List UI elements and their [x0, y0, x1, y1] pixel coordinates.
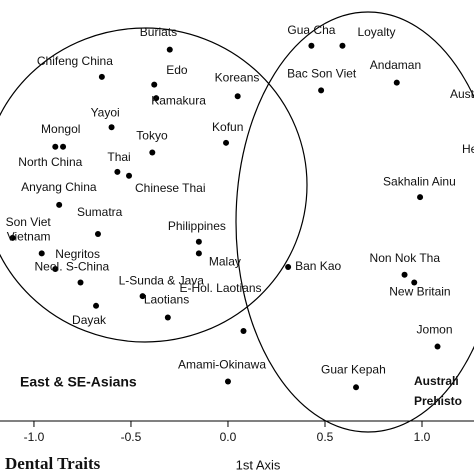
point-label: L-Sunda & Java [119, 273, 205, 287]
point-label: Son Viet [6, 215, 52, 229]
annotation: Prehisto [414, 394, 462, 408]
point [93, 302, 100, 309]
chart-title: Dental Traits [5, 454, 101, 473]
point-label: Dayak [72, 313, 107, 327]
point [234, 93, 241, 100]
annotation: He [462, 142, 474, 156]
point-label: Jomon [417, 323, 453, 337]
point-label: Kamakura [151, 93, 206, 107]
point-label: Gua Cha [287, 23, 335, 37]
point-label: North China [18, 155, 82, 169]
point [108, 124, 115, 131]
point [114, 168, 121, 175]
point [285, 264, 292, 271]
point-label: Sumatra [77, 205, 123, 219]
point-label: Yayoi [91, 105, 120, 119]
point [151, 81, 158, 88]
point [153, 95, 160, 102]
point [353, 384, 360, 391]
annotation: Australi [414, 374, 459, 388]
point-label: Loyalty [357, 25, 395, 39]
point [77, 279, 84, 286]
point-label: New Britain [389, 285, 450, 299]
point [38, 250, 45, 257]
point-label: Mongol [41, 122, 80, 136]
point [434, 343, 441, 350]
group-ellipse [0, 27, 308, 343]
point-label: Chinese Thai [135, 181, 206, 195]
point-label: Amami-Okinawa [178, 358, 266, 372]
point [339, 42, 346, 49]
point-label: Thai [107, 150, 130, 164]
x-tick-label: -1.0 [24, 430, 45, 444]
point [308, 42, 315, 49]
point [401, 271, 408, 278]
point [52, 143, 59, 150]
point-label: Buriats [140, 25, 177, 39]
point-label: Kofun [212, 120, 243, 134]
point-label: Andaman [370, 58, 421, 72]
point-label: E-Hol. Laotians [179, 281, 261, 295]
group-ellipse [235, 11, 474, 433]
point [126, 172, 133, 179]
point [98, 73, 105, 80]
point-label: Bac Son Viet [287, 67, 357, 81]
x-tick-label: 1.0 [414, 430, 431, 444]
point-label: Ban Kao [295, 259, 341, 273]
point [56, 201, 63, 208]
point [224, 378, 231, 385]
point [223, 139, 230, 146]
point [411, 279, 418, 286]
x-tick-label: 0.0 [220, 430, 237, 444]
annotation: Aust [450, 87, 474, 101]
point-label: Koreans [215, 70, 260, 84]
point-label: Neol. S-China [35, 260, 110, 274]
point [149, 149, 156, 156]
point-label: Non Nok Tha [370, 251, 441, 265]
point-label: Laotians [144, 293, 189, 307]
point-label: Anyang China [21, 180, 97, 194]
point-label: Edo [166, 63, 188, 77]
point-label: Philippines [168, 219, 226, 233]
point-label: Guar Kepah [321, 362, 386, 376]
x-tick-label: 0.5 [317, 430, 334, 444]
x-axis-label: 1st Axis [236, 457, 281, 472]
point-label: Malay [209, 255, 241, 269]
point [60, 143, 67, 150]
point [318, 87, 325, 94]
point [139, 293, 146, 300]
point-label: Vietnam [7, 230, 51, 244]
point [417, 194, 424, 201]
point-label: Negritos [55, 247, 100, 261]
point [94, 231, 101, 238]
x-tick-label: -0.5 [121, 430, 142, 444]
point [166, 46, 173, 53]
point [393, 79, 400, 86]
point [195, 250, 202, 257]
annotation: East & SE-Asians [20, 374, 137, 390]
point-label: Sakhalin Ainu [383, 174, 456, 188]
point [195, 238, 202, 245]
point [9, 234, 16, 241]
point-label: Chifeng China [37, 54, 113, 68]
point [164, 314, 171, 321]
point [240, 328, 247, 335]
point-label: Tokyo [136, 129, 168, 143]
point [52, 265, 59, 272]
